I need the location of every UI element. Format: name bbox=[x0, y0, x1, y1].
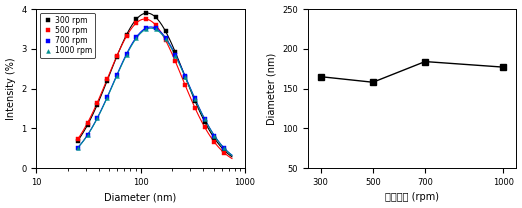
700 rpm bbox=[104, 96, 110, 99]
Legend: 300 rpm, 500 rpm, 700 rpm, 1000 rpm: 300 rpm, 500 rpm, 700 rpm, 1000 rpm bbox=[40, 13, 95, 58]
500 rpm bbox=[153, 24, 159, 27]
700 rpm bbox=[123, 53, 129, 55]
300 rpm bbox=[153, 16, 159, 19]
X-axis label: Diameter (nm): Diameter (nm) bbox=[104, 192, 177, 202]
700 rpm bbox=[133, 36, 139, 38]
300 rpm bbox=[211, 137, 218, 140]
1000 rpm bbox=[172, 54, 179, 57]
1000 rpm bbox=[114, 75, 120, 77]
500 rpm bbox=[221, 151, 227, 154]
500 rpm bbox=[123, 35, 129, 37]
300 rpm bbox=[114, 55, 120, 58]
1000 rpm bbox=[182, 76, 188, 78]
300 rpm bbox=[192, 99, 198, 102]
300 rpm bbox=[172, 51, 179, 54]
700 rpm bbox=[182, 75, 188, 77]
300 rpm bbox=[94, 103, 100, 106]
1000 rpm bbox=[85, 134, 91, 136]
700 rpm bbox=[172, 53, 179, 56]
700 rpm bbox=[143, 27, 149, 29]
500 rpm bbox=[133, 22, 139, 24]
Y-axis label: Diameter (nm): Diameter (nm) bbox=[267, 52, 277, 125]
500 rpm bbox=[85, 122, 91, 124]
500 rpm bbox=[201, 126, 208, 128]
300 rpm bbox=[104, 80, 110, 82]
1000 rpm bbox=[143, 28, 149, 31]
300 rpm bbox=[143, 12, 149, 14]
700 rpm bbox=[75, 146, 81, 149]
X-axis label: 교반속도 (rpm): 교반속도 (rpm) bbox=[385, 192, 439, 202]
500 rpm bbox=[104, 78, 110, 81]
500 rpm bbox=[114, 55, 120, 57]
700 rpm bbox=[211, 134, 218, 137]
Line: 300 rpm: 300 rpm bbox=[76, 11, 226, 152]
700 rpm bbox=[153, 27, 159, 30]
300 rpm bbox=[221, 149, 227, 151]
300 rpm bbox=[182, 75, 188, 78]
1000 rpm bbox=[104, 97, 110, 99]
300 rpm bbox=[123, 33, 129, 36]
1000 rpm bbox=[192, 98, 198, 100]
Line: 1000 rpm: 1000 rpm bbox=[76, 27, 226, 150]
700 rpm bbox=[94, 117, 100, 119]
700 rpm bbox=[221, 147, 227, 149]
300 rpm bbox=[85, 124, 91, 126]
700 rpm bbox=[162, 37, 169, 39]
1000 rpm bbox=[162, 38, 169, 40]
500 rpm bbox=[211, 141, 218, 143]
700 rpm bbox=[192, 97, 198, 100]
300 rpm bbox=[133, 18, 139, 21]
Y-axis label: Intensity (%): Intensity (%) bbox=[6, 57, 16, 120]
Line: 700 rpm: 700 rpm bbox=[76, 26, 226, 150]
500 rpm bbox=[75, 138, 81, 140]
1000 rpm bbox=[133, 37, 139, 40]
700 rpm bbox=[114, 74, 120, 76]
300 rpm bbox=[75, 139, 81, 142]
1000 rpm bbox=[123, 54, 129, 56]
1000 rpm bbox=[94, 117, 100, 120]
1000 rpm bbox=[201, 118, 208, 120]
500 rpm bbox=[182, 84, 188, 86]
1000 rpm bbox=[153, 28, 159, 31]
700 rpm bbox=[85, 134, 91, 136]
1000 rpm bbox=[75, 146, 81, 149]
1000 rpm bbox=[221, 147, 227, 150]
500 rpm bbox=[162, 39, 169, 42]
700 rpm bbox=[201, 118, 208, 120]
500 rpm bbox=[192, 106, 198, 109]
300 rpm bbox=[201, 120, 208, 123]
1000 rpm bbox=[211, 135, 218, 137]
500 rpm bbox=[143, 18, 149, 20]
Line: 500 rpm: 500 rpm bbox=[76, 17, 226, 155]
500 rpm bbox=[94, 101, 100, 104]
300 rpm bbox=[162, 30, 169, 33]
500 rpm bbox=[172, 60, 179, 63]
